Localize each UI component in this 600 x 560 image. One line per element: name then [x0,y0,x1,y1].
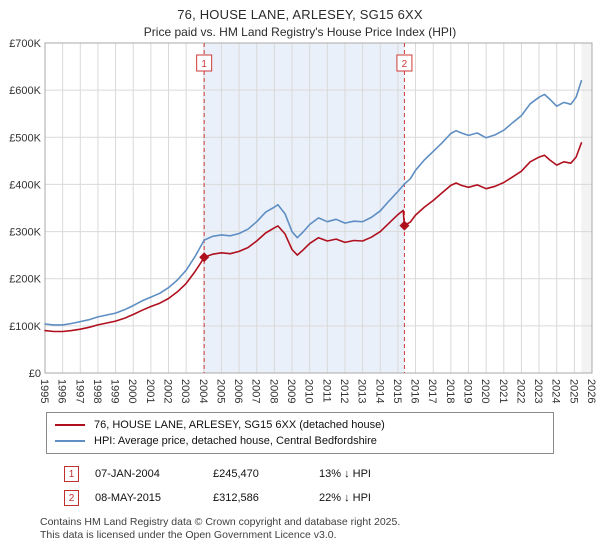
sale-2-flag-box [396,54,413,72]
sale-1-flag-number: 1 [201,59,207,70]
forecast-band [581,43,592,373]
x-axis-tick-label: 2000 [126,379,138,403]
x-axis-tick-label: 2013 [356,379,368,403]
sale-1-number-badge: 1 [64,466,79,482]
footer-line-2: This data is licensed under the Open Gov… [40,529,337,541]
x-axis-tick-label: 2004 [197,379,209,403]
y-axis-tick-label: £600K [9,85,41,97]
page-title: 76, HOUSE LANE, ARLESEY, SG15 6XX [177,7,423,22]
x-axis-tick-label: 2006 [232,379,244,403]
sale-2-hpi-diff: 22% ↓ HPI [319,492,371,504]
x-axis-tick-label: 2020 [479,379,491,403]
x-axis-tick-label: 2002 [162,379,174,403]
sale-2-marker [399,220,410,231]
legend-hpi-label: HPI: Average price, detached house, Cent… [94,435,377,447]
x-axis-tick-label: 2005 [214,379,226,403]
x-axis-tick-label: 2010 [303,379,315,403]
property-line-swatch [55,424,85,426]
x-axis-tick-label: 2014 [373,379,385,403]
x-axis-tick-label: 2011 [320,379,332,403]
sale-2-number-badge: 2 [64,490,79,506]
x-axis-tick-label: 1998 [91,379,103,403]
y-axis-tick-label: £100K [9,321,41,333]
sale-annotation-2: 2 08-MAY-2015 £312,586 22% ↓ HPI [64,490,600,506]
y-axis-tick-label: £0 [29,368,41,380]
x-axis-tick-label: 2016 [409,379,421,403]
sale-1-flag-box [196,54,213,72]
hpi-line-swatch [55,440,85,442]
x-axis-tick-label: 2024 [550,379,562,403]
sale-1-price: £245,470 [213,468,259,480]
x-axis-tick-label: 2022 [514,379,526,403]
price-history-chart: £0 £100K £200K £300K £400K £500K £600K £700K 199… [9,39,597,403]
x-axis-tick-label: 2018 [444,379,456,403]
y-axis-tick-label: £200K [9,274,41,286]
x-axis-tick-label: 2017 [426,379,438,403]
footer-line-1: Contains HM Land Registry data © Crown c… [40,516,401,528]
sale-annotation-1: 1 07-JAN-2004 £245,470 13% ↓ HPI [64,466,600,482]
x-axis-tick-label: 2001 [144,379,156,403]
x-axis-tick-label: 2003 [179,379,191,403]
x-axis-tick-label: 1996 [56,379,68,403]
between-sales-shading [204,43,405,373]
x-axis-tick-label: 2015 [391,379,403,403]
hpi-line [44,79,583,326]
page-subtitle: Price paid vs. HM Land Registry's House … [143,25,457,39]
x-axis-tick-label: 2012 [338,379,350,403]
chart-legend: 76, HOUSE LANE, ARLESEY, SG15 6XX (detac… [46,412,554,454]
y-axis-tick-label: £700K [9,39,41,50]
plot-border [44,42,593,374]
legend-entry-hpi: HPI: Average price, detached house, Cent… [55,433,545,449]
sale-2-date: 08-MAY-2015 [95,492,162,504]
x-axis-tick-label: 2019 [461,379,473,403]
x-axis-tick-label: 2009 [285,379,297,403]
x-axis-tick-label: 2008 [267,379,279,403]
x-axis-tick-label: 2007 [250,379,262,403]
x-axis-tick-label: 1995 [38,379,50,403]
x-axis-tick-label: 1999 [109,379,121,403]
x-axis-tick-label: 2023 [532,379,544,403]
legend-property-label: 76, HOUSE LANE, ARLESEY, SG15 6XX (detac… [94,419,385,431]
sale-2-price: £312,586 [213,492,259,504]
legend-entry-property: 76, HOUSE LANE, ARLESEY, SG15 6XX (detac… [55,417,545,433]
sale-1-hpi-diff: 13% ↓ HPI [319,468,371,480]
sale-1-date: 07-JAN-2004 [95,468,160,480]
sale-2-flag-number: 2 [402,59,408,70]
x-axis-tick-label: 2025 [567,379,579,403]
sale-annotations: 1 07-JAN-2004 £245,470 13% ↓ HPI 2 08-MA… [64,466,600,506]
x-axis-tick-label: 2021 [497,379,509,403]
x-axis-tick-label: 1997 [73,379,85,403]
license-footer: Contains HM Land Registry data © Crown c… [40,516,600,542]
y-axis-tick-label: £300K [9,227,41,239]
y-axis-tick-label: £500K [9,132,41,144]
x-axis-tick-label: 2026 [585,379,597,403]
y-axis-tick-label: £400K [9,179,41,191]
sale-1-marker [199,252,210,263]
property-price-line [44,142,583,333]
